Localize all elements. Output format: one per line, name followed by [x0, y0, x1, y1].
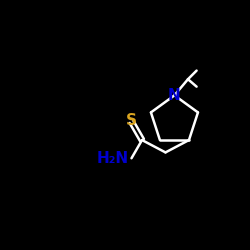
Text: H₂N: H₂N — [97, 151, 129, 166]
Text: N: N — [168, 88, 181, 103]
Text: S: S — [126, 113, 137, 128]
